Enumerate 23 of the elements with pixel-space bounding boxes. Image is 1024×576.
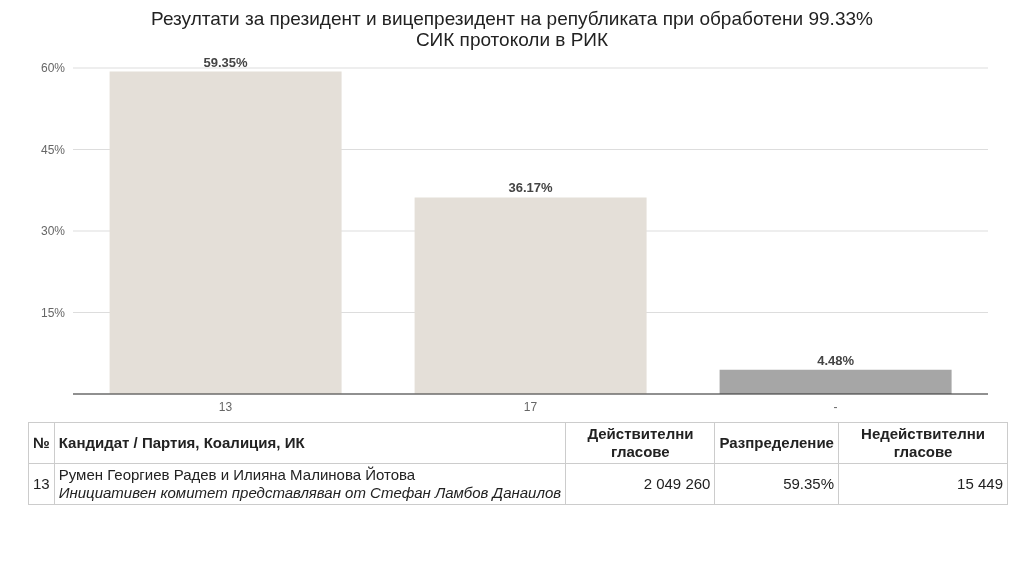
y-tick-label: 60% [40,61,66,76]
text: Недействителни гласове [838,422,1008,464]
text: № [28,422,55,464]
data-label: 4.48% [817,352,855,368]
text: 59.35% [714,463,839,505]
chart-title: Резултати за президент и вицепрезидент на републиката при обработени 99.33% СИК протоколи в РИК [150,8,874,50]
text: Румен Георгиев Радев и Илияна Малинова Йотова [58,466,417,484]
data-label: 36.17% [508,180,554,196]
text: Действителни гласове [565,422,715,464]
bar [719,369,952,394]
text: Разпределение [714,422,839,464]
text: Инициативен комитет представляван от Стефан Ламбов Данаилов [58,484,562,502]
text: 15 449 [838,463,1008,505]
data-label: 59.35% [203,54,249,70]
text: 13 [28,463,55,505]
text: Кандидат / Партия, Коалиция, ИК [54,422,566,464]
y-tick-label: 15% [40,305,66,320]
text: 2 049 260 [565,463,715,505]
y-tick-label: 30% [40,224,66,239]
x-tick-label: 17 [523,399,538,414]
y-tick-label: 45% [40,142,66,157]
x-tick-label: 13 [218,399,233,414]
x-tick-label: - [833,399,838,414]
